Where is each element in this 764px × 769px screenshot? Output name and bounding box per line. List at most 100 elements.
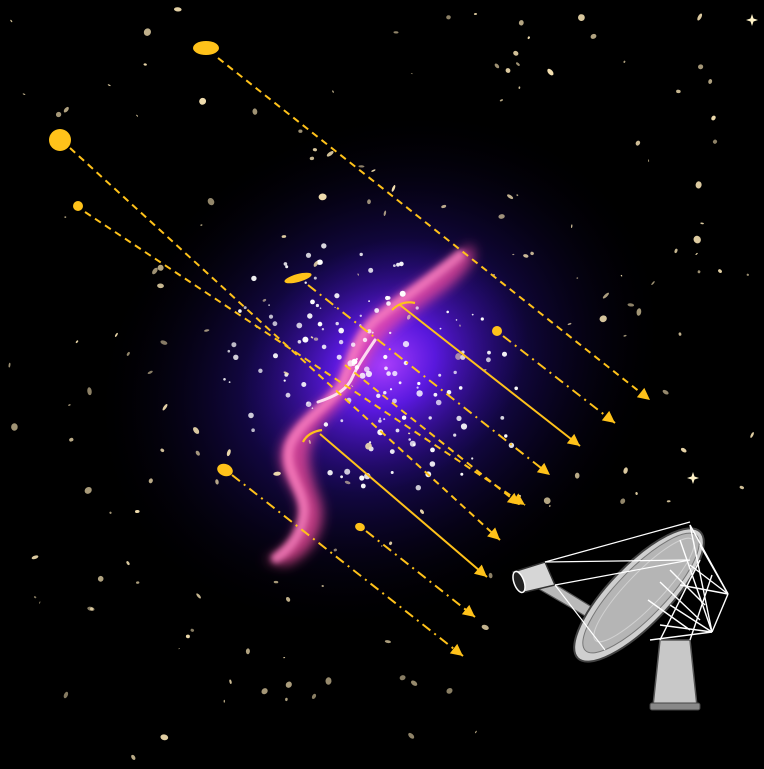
field-galaxy-icon: [620, 498, 626, 504]
field-galaxy-icon: [126, 561, 130, 566]
field-galaxy-icon: [283, 656, 286, 659]
cluster-galaxy: [392, 398, 397, 404]
field-galaxy-icon: [109, 511, 112, 514]
background-source-icon: [193, 41, 219, 55]
field-galaxy-icon: [446, 15, 451, 20]
field-galaxy-icon: [174, 7, 182, 12]
field-galaxy-icon: [680, 447, 687, 453]
field-galaxy-icon: [11, 423, 18, 431]
field-galaxy-icon: [63, 106, 69, 113]
cluster-galaxy: [359, 475, 365, 481]
field-galaxy-icon: [623, 60, 626, 63]
cluster-galaxy: [412, 443, 416, 447]
cluster-galaxy: [340, 419, 344, 423]
cluster-galaxy: [268, 314, 274, 319]
cluster-galaxy: [223, 378, 226, 381]
field-galaxy-icon: [126, 351, 130, 356]
field-galaxy-icon: [325, 677, 332, 685]
field-galaxy-icon: [567, 322, 572, 326]
field-galaxy-icon: [570, 224, 573, 228]
cluster-galaxy: [458, 386, 463, 390]
field-galaxy-icon: [513, 50, 519, 56]
field-galaxy-icon: [245, 648, 250, 655]
field-galaxy-icon: [367, 199, 371, 205]
cluster-galaxy: [416, 390, 423, 397]
field-galaxy-icon: [446, 688, 453, 694]
field-galaxy-icon: [152, 267, 158, 275]
light-ray-solid: [399, 304, 581, 447]
cluster-galaxy: [486, 357, 491, 363]
field-galaxy-icon: [160, 340, 168, 345]
field-galaxy-icon: [196, 593, 201, 599]
cluster-galaxy: [379, 417, 381, 420]
cluster-galaxy: [302, 336, 309, 343]
field-galaxy-icon: [712, 139, 718, 144]
lensed-arc-lower: [302, 428, 323, 443]
cluster-galaxy: [359, 252, 363, 257]
field-galaxy-icon: [318, 193, 327, 201]
cluster-galaxy: [383, 391, 387, 395]
field-galaxy-icon: [666, 500, 671, 503]
field-galaxy-icon: [475, 730, 477, 734]
background-source-icon: [355, 522, 365, 532]
cluster-galaxy: [456, 415, 462, 421]
arrowhead-icon: [536, 462, 550, 475]
cluster-galaxy: [453, 370, 457, 375]
field-galaxy-icon: [578, 14, 585, 21]
cluster-galaxy: [360, 483, 366, 489]
cluster-galaxy: [500, 416, 505, 420]
cluster-galaxy: [389, 331, 392, 335]
field-galaxy-icon: [635, 140, 641, 146]
cluster-galaxy: [471, 457, 474, 460]
cluster-galaxy: [368, 267, 374, 273]
field-galaxy-icon: [697, 13, 703, 21]
background-source-icon: [284, 272, 312, 284]
field-galaxy-icon: [739, 485, 744, 490]
field-galaxy-icon: [357, 273, 359, 276]
cluster-galaxy: [283, 262, 288, 266]
light-ray-dash-dot: [502, 335, 616, 424]
field-galaxy-icon: [455, 353, 462, 360]
field-galaxy-icon: [135, 509, 140, 514]
cluster-galaxy: [268, 304, 270, 306]
field-galaxy-icon: [620, 274, 623, 277]
field-galaxy-icon: [285, 681, 292, 688]
cluster-galaxy: [344, 468, 351, 475]
cluster-galaxy: [272, 321, 278, 327]
field-galaxy-icon: [750, 432, 754, 438]
cluster-galaxy: [355, 365, 359, 369]
field-galaxy-icon: [148, 478, 153, 484]
cluster-galaxy: [502, 351, 507, 357]
cluster-galaxy: [364, 366, 370, 373]
field-galaxy-icon: [334, 306, 336, 309]
field-galaxy-icon: [518, 86, 521, 89]
field-galaxy-icon: [523, 254, 529, 258]
cluster-galaxy: [258, 368, 263, 373]
field-galaxy-icon: [384, 640, 391, 644]
arrowhead-icon: [473, 564, 487, 577]
field-galaxy-icon: [273, 580, 279, 584]
field-galaxy-icon: [700, 222, 704, 225]
field-galaxy-icon: [55, 111, 62, 118]
field-galaxy-icon: [157, 283, 164, 289]
field-galaxy-icon: [207, 197, 215, 206]
cluster-galaxy: [395, 428, 400, 433]
cluster-galaxy: [439, 327, 442, 330]
field-galaxy-icon: [627, 303, 635, 307]
cluster-galaxy: [446, 390, 452, 395]
field-galaxy-icon: [698, 64, 704, 70]
cluster-galaxy: [393, 264, 396, 267]
light-ray-dashed: [217, 57, 651, 401]
field-galaxy-icon: [518, 20, 524, 26]
field-galaxy-icon: [459, 324, 461, 327]
cluster-galaxy: [338, 339, 344, 345]
field-galaxy-icon: [481, 624, 489, 631]
cluster-galaxy: [433, 392, 438, 397]
cluster-galaxy: [415, 485, 421, 491]
cluster-galaxy: [327, 470, 333, 476]
field-galaxy-icon: [195, 450, 200, 456]
field-galaxy-icon: [590, 33, 597, 39]
star-icon: [746, 14, 758, 26]
field-galaxy-icon: [344, 480, 351, 485]
